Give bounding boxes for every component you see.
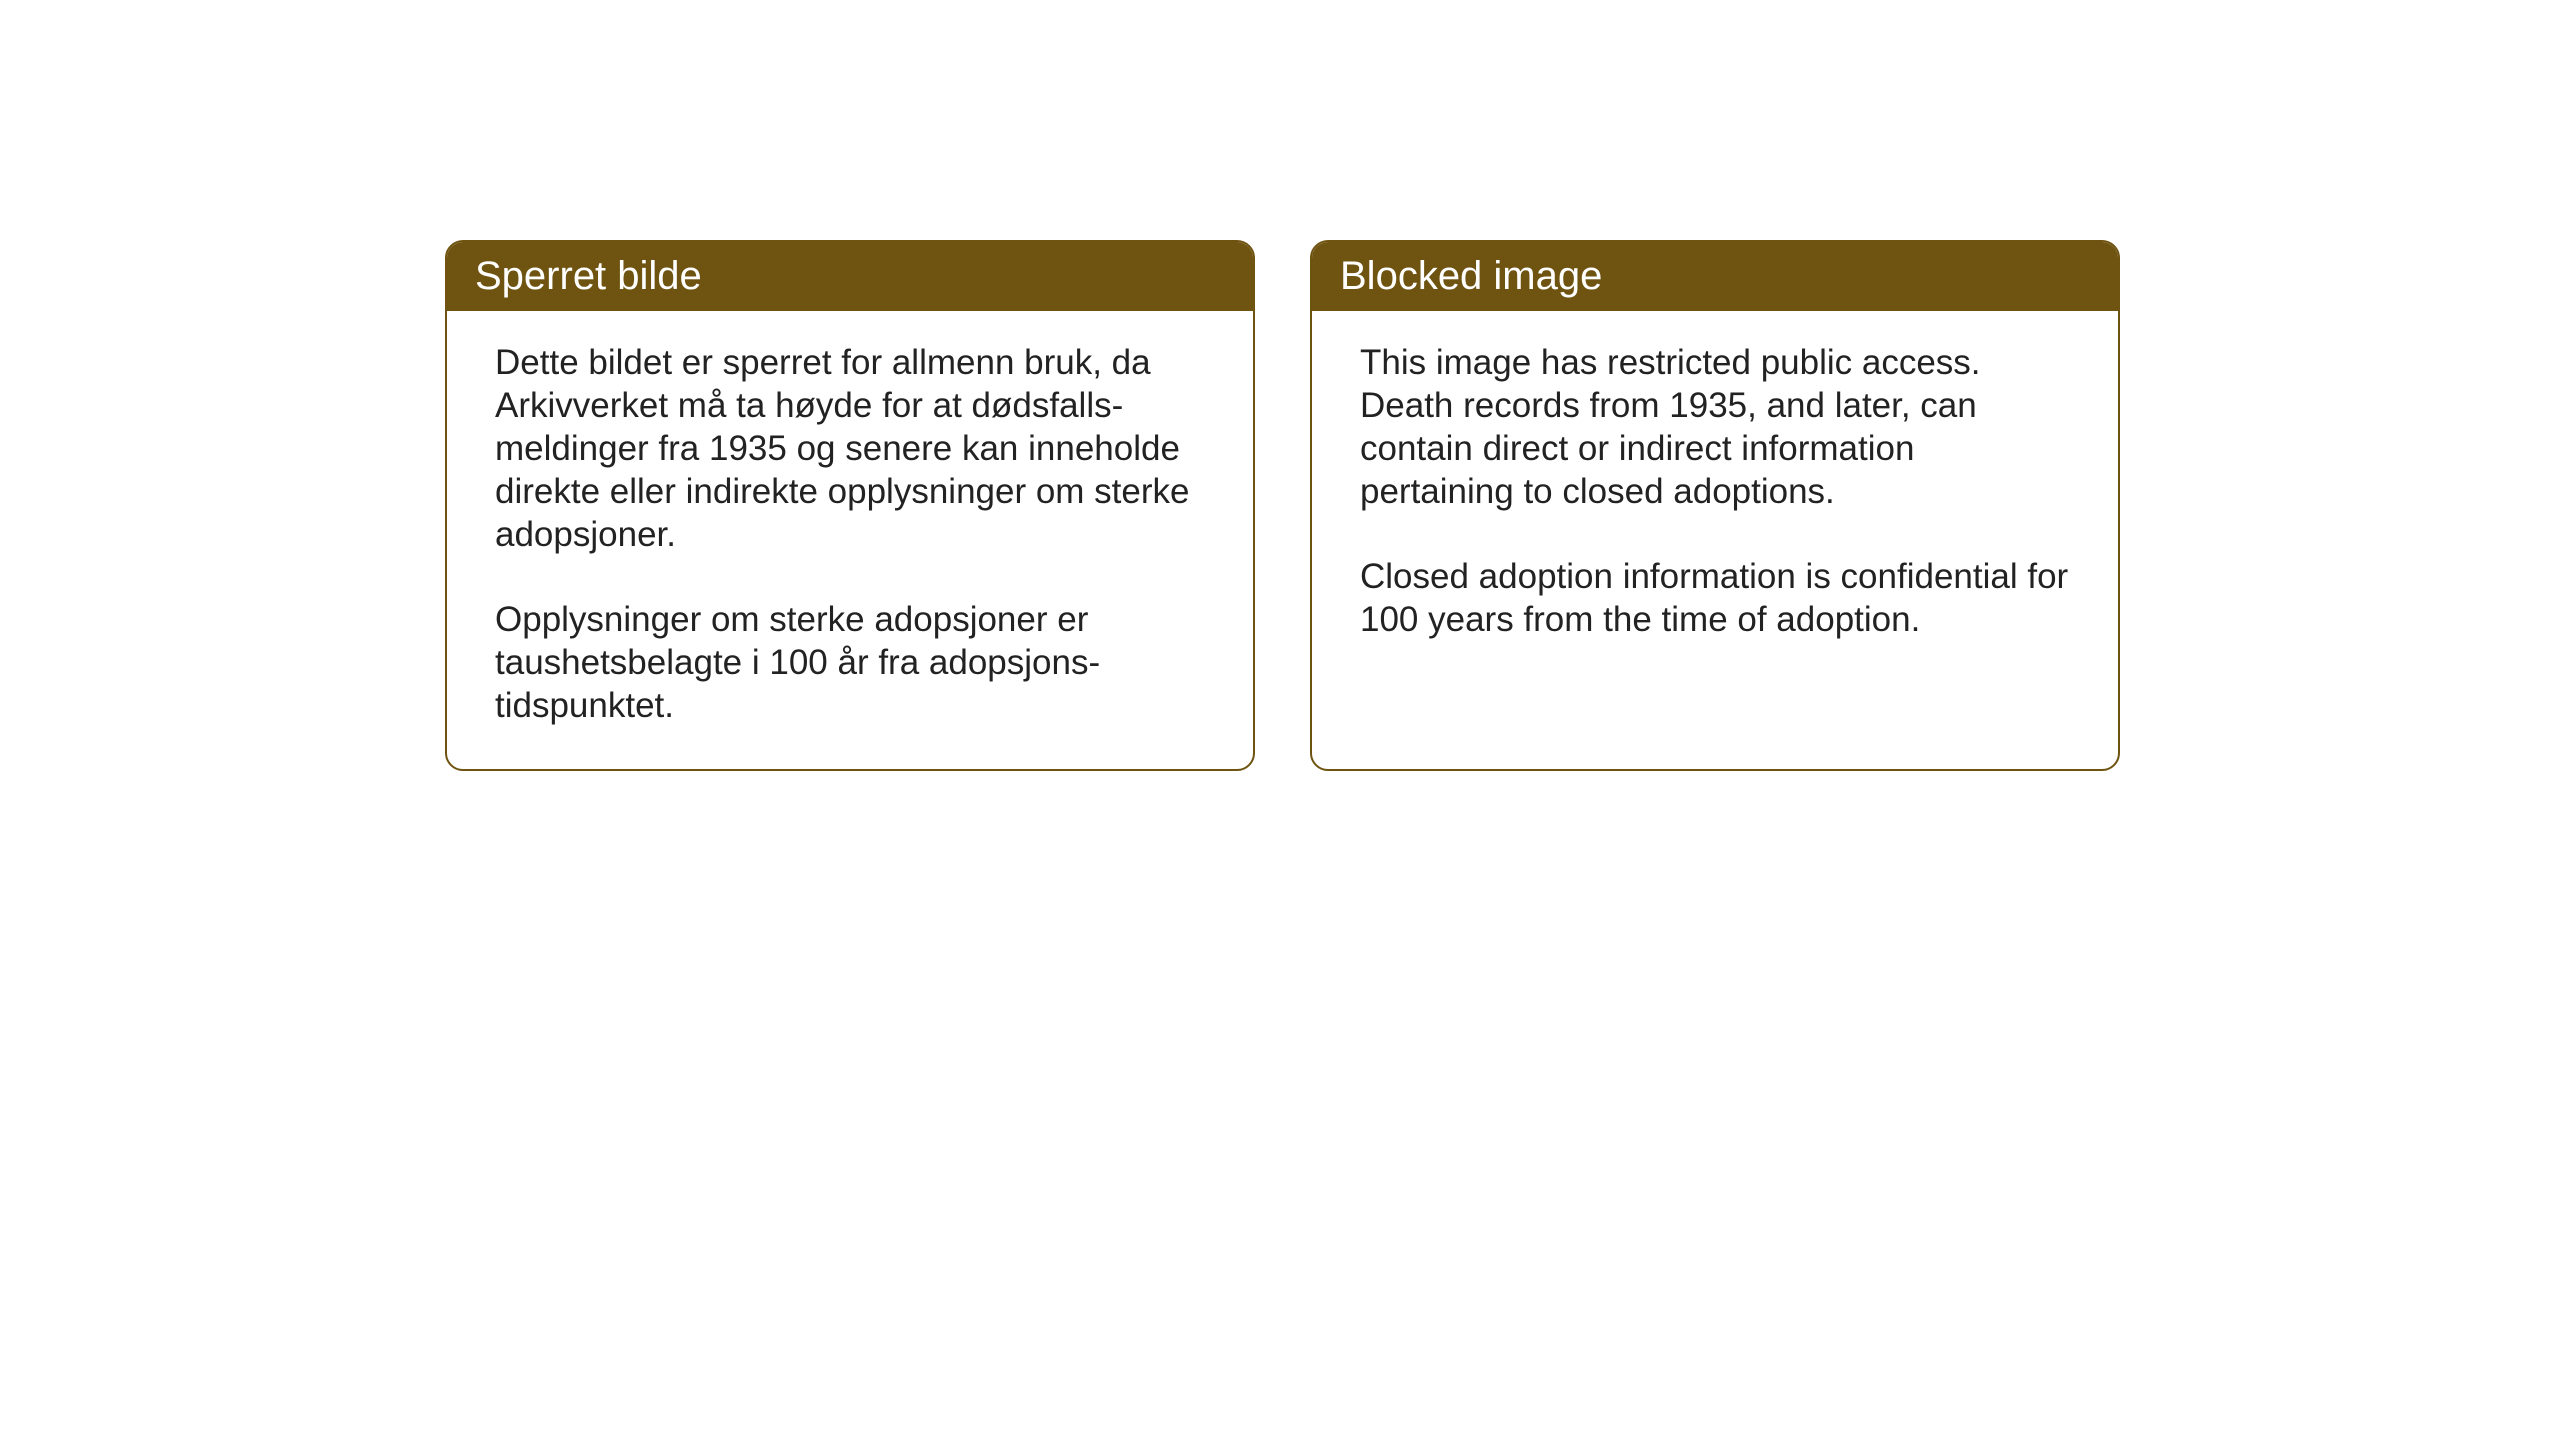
card-paragraph-english-2: Closed adoption information is confident…	[1360, 555, 2070, 641]
card-paragraph-norwegian-1: Dette bildet er sperret for allmenn bruk…	[495, 341, 1205, 556]
notice-container: Sperret bilde Dette bildet er sperret fo…	[445, 240, 2120, 771]
card-body-norwegian: Dette bildet er sperret for allmenn bruk…	[447, 311, 1253, 769]
notice-card-norwegian: Sperret bilde Dette bildet er sperret fo…	[445, 240, 1255, 771]
card-header-english: Blocked image	[1312, 242, 2118, 311]
card-paragraph-norwegian-2: Opplysninger om sterke adopsjoner er tau…	[495, 598, 1205, 727]
card-paragraph-english-1: This image has restricted public access.…	[1360, 341, 2070, 513]
notice-card-english: Blocked image This image has restricted …	[1310, 240, 2120, 771]
card-body-english: This image has restricted public access.…	[1312, 311, 2118, 683]
card-title-norwegian: Sperret bilde	[475, 254, 702, 298]
card-title-english: Blocked image	[1340, 254, 1602, 298]
card-header-norwegian: Sperret bilde	[447, 242, 1253, 311]
